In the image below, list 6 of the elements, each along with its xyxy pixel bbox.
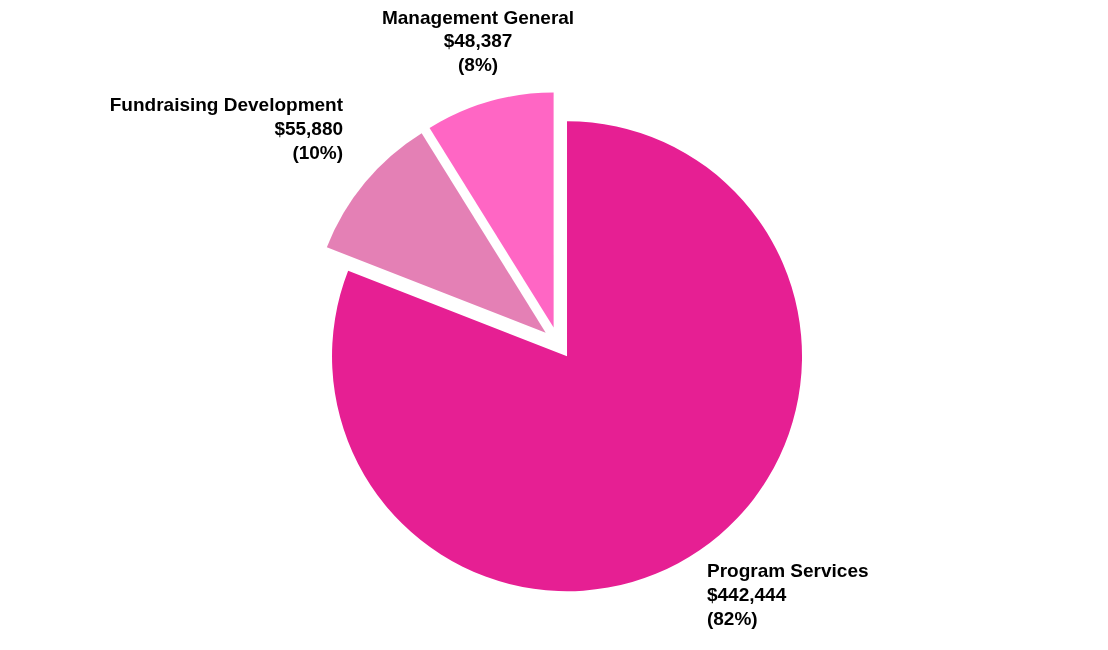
slice-label: Fundraising Development	[109, 94, 344, 116]
slice-label: Program Services	[706, 560, 869, 582]
data-label: $48,387 (8%)	[443, 30, 513, 76]
data-label: $55,880 (10%)	[274, 118, 344, 164]
slice-label: Management General	[381, 6, 575, 28]
data-label: $442,444 (82%)	[706, 584, 787, 630]
